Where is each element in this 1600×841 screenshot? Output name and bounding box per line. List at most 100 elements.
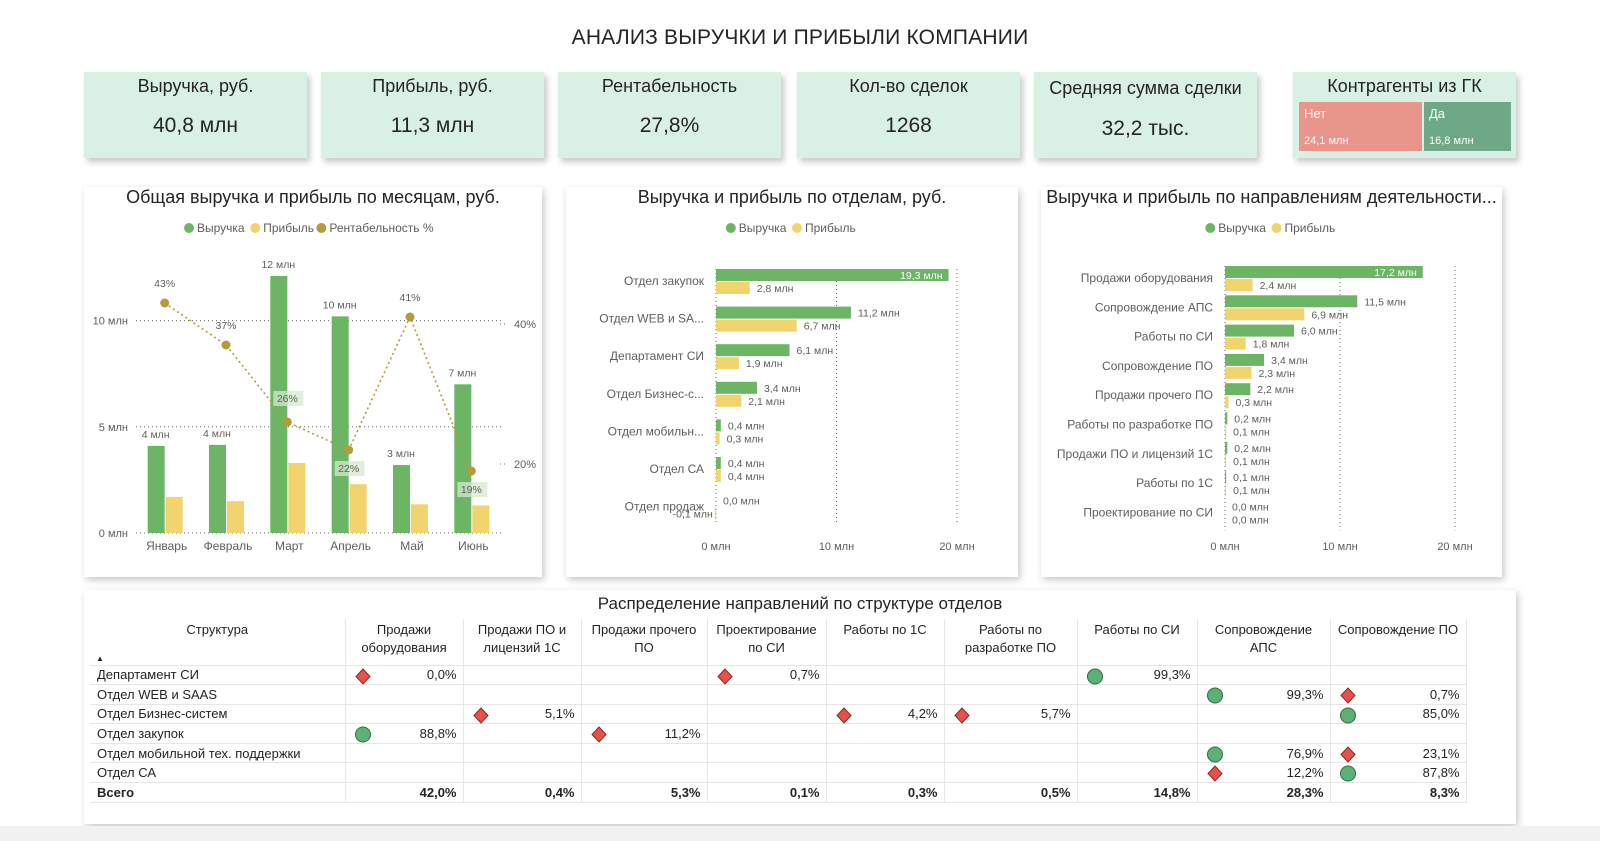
gk-segment-0[interactable]: Нет 24,1 млн <box>1299 102 1422 151</box>
bar-profit-1[interactable] <box>1225 308 1305 321</box>
bar-revenue-1[interactable] <box>209 444 226 533</box>
matrix-cell[interactable] <box>581 762 708 784</box>
matrix-column-header[interactable]: Структура ▲ <box>90 619 346 666</box>
bar-profit-2[interactable] <box>1225 337 1246 350</box>
matrix-column-header[interactable]: Работы по СИ <box>1077 619 1198 666</box>
chart-svg-1[interactable]: Выручка и прибыль по отделам, руб. Выручк… <box>566 187 1018 577</box>
bar-profit-4[interactable] <box>1225 396 1229 409</box>
bar-revenue-5[interactable] <box>454 384 472 533</box>
matrix-cell[interactable] <box>345 743 464 764</box>
matrix-cell[interactable]: 87,8% <box>1330 762 1467 784</box>
matrix-column-header[interactable]: Сопровождение АПС <box>1197 619 1331 666</box>
matrix-column-header[interactable]: Продажи оборудования <box>345 619 464 666</box>
table-row[interactable]: Отдел мобильной тех. поддержки 76,9% 23,1% <box>90 743 1467 764</box>
bar-revenue-4[interactable] <box>393 465 410 533</box>
point-margin-0[interactable] <box>160 298 170 308</box>
matrix-cell[interactable] <box>1077 743 1198 764</box>
matrix-cell[interactable] <box>581 743 708 764</box>
matrix-cell[interactable] <box>707 684 827 705</box>
bar-revenue-5[interactable] <box>1225 412 1228 425</box>
bar-profit-0[interactable] <box>716 282 750 294</box>
point-margin-4[interactable] <box>405 312 415 322</box>
matrix-cell[interactable] <box>463 684 582 705</box>
gk-segment-1[interactable]: Да 16,8 млн <box>1424 102 1511 151</box>
point-margin-3[interactable] <box>344 445 354 455</box>
kpi-card-2[interactable]: Рентабельность 27,8% <box>558 72 781 158</box>
matrix-cell[interactable] <box>944 762 1078 784</box>
matrix-cell[interactable]: 12,2% <box>1197 762 1331 784</box>
bar-profit-1[interactable] <box>227 501 244 533</box>
matrix-cell[interactable] <box>1077 723 1198 744</box>
matrix-cell[interactable] <box>1077 704 1198 725</box>
point-margin-5[interactable] <box>466 466 476 476</box>
bar-profit-0[interactable] <box>1225 279 1253 291</box>
chart-card-months[interactable]: Общая выручка и прибыль по месяцам, руб.… <box>84 187 542 577</box>
bar-profit-3[interactable] <box>1225 366 1252 379</box>
matrix-cell[interactable] <box>944 665 1078 686</box>
matrix-cell[interactable] <box>707 743 827 764</box>
matrix-cell[interactable] <box>826 665 945 686</box>
bar-profit-2[interactable] <box>288 462 306 533</box>
matrix-cell[interactable] <box>345 762 464 784</box>
bar-revenue-0[interactable] <box>1225 266 1423 278</box>
bar-profit-3[interactable] <box>716 394 742 407</box>
point-margin-1[interactable] <box>221 340 231 350</box>
bar-profit-5[interactable] <box>472 505 490 533</box>
matrix-cell[interactable]: 0,7% <box>1330 684 1467 705</box>
bar-revenue-3[interactable] <box>716 381 757 394</box>
matrix-cell[interactable]: 0,7% <box>707 665 827 686</box>
bar-revenue-3[interactable] <box>1225 353 1265 366</box>
bar-profit-4[interactable] <box>411 504 428 533</box>
gk-card[interactable]: Контрагенты из ГК Нет 24,1 млн Да 16,8 млн <box>1293 72 1516 158</box>
bar-revenue-7[interactable] <box>1225 471 1227 484</box>
bar-revenue-0[interactable] <box>716 269 949 281</box>
matrix-cell[interactable] <box>345 684 464 705</box>
matrix-cell[interactable]: 0,0% <box>345 665 464 686</box>
table-row[interactable]: Департамент СИ 0,0% 0,7% 99,3% <box>90 665 1467 686</box>
matrix-column-header[interactable]: Работы по 1С <box>826 619 945 666</box>
bar-profit-3[interactable] <box>349 484 367 533</box>
matrix-cell[interactable] <box>581 665 708 686</box>
chart-months-svg[interactable]: Общая выручка и прибыль по месяцам, руб.… <box>84 187 542 577</box>
bar-profit-4[interactable] <box>716 432 720 445</box>
matrix-cell[interactable]: 5,7% <box>944 704 1078 725</box>
bar-profit-5[interactable] <box>1225 425 1227 438</box>
chart-card-directions[interactable]: Выручка и прибыль по направлениям деятел… <box>1041 187 1502 577</box>
matrix-cell[interactable] <box>1077 684 1198 705</box>
matrix-cell[interactable] <box>463 723 582 744</box>
bar-revenue-1[interactable] <box>1225 295 1358 308</box>
matrix-column-header[interactable]: Работы по разработке ПО <box>944 619 1078 666</box>
matrix-cell[interactable] <box>944 684 1078 705</box>
bar-profit-2[interactable] <box>716 357 739 370</box>
matrix-cell[interactable] <box>826 762 945 784</box>
matrix-table[interactable]: Структура ▲ Продажи оборудования Продажи ПО… <box>90 619 1467 803</box>
matrix-cell[interactable] <box>826 723 945 744</box>
bar-revenue-0[interactable] <box>147 445 165 533</box>
matrix-cell[interactable] <box>1330 665 1467 686</box>
bar-profit-7[interactable] <box>1225 484 1227 497</box>
bar-revenue-5[interactable] <box>716 457 721 469</box>
kpi-card-3[interactable]: Кол-во сделок 1268 <box>797 72 1020 158</box>
table-row[interactable]: Отдел СА 12,2% 87,8% <box>90 762 1467 784</box>
bar-profit-6[interactable] <box>714 507 716 520</box>
bar-profit-5[interactable] <box>716 470 721 482</box>
matrix-cell[interactable] <box>826 684 945 705</box>
bar-profit-1[interactable] <box>716 319 797 332</box>
chart-svg-2[interactable]: Выручка и прибыль по направлениям деятел… <box>1041 187 1502 577</box>
matrix-cell[interactable]: 4,2% <box>826 704 945 725</box>
matrix-cell[interactable]: 23,1% <box>1330 743 1467 764</box>
kpi-card-1[interactable]: Прибыль, руб. 11,3 млн <box>321 72 544 158</box>
matrix-cell[interactable] <box>1197 704 1331 725</box>
matrix-cell[interactable]: 11,2% <box>581 723 708 744</box>
matrix-cell[interactable] <box>707 762 827 784</box>
bar-revenue-4[interactable] <box>716 419 721 432</box>
matrix-cell[interactable]: 76,9% <box>1197 743 1331 764</box>
matrix-cell[interactable] <box>707 704 827 725</box>
matrix-card[interactable]: Распределение направлений по структуре о… <box>84 590 1516 824</box>
matrix-column-header[interactable]: Продажи прочего ПО <box>581 619 708 666</box>
bar-revenue-6[interactable] <box>1225 441 1228 454</box>
bar-profit-6[interactable] <box>1225 454 1227 467</box>
matrix-cell[interactable] <box>1330 723 1467 744</box>
bar-revenue-1[interactable] <box>716 306 851 319</box>
matrix-cell[interactable] <box>463 743 582 764</box>
